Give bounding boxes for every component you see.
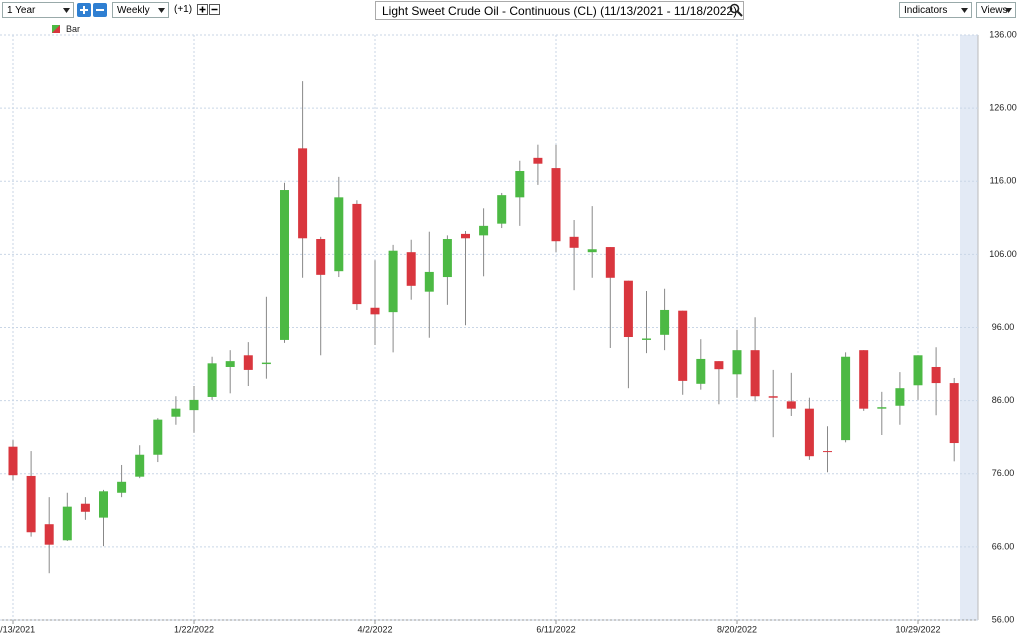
candle-body [877,407,887,409]
candle-body [316,239,326,275]
period: 1 Year [7,5,36,16]
candle-body [370,307,380,315]
x-tick-label: 11/13/2021 [0,624,35,634]
candle-body [80,503,90,512]
candle-body [714,361,724,370]
x-tick-label: 1/22/2022 [174,624,214,634]
candle-body [243,355,253,370]
y-tick-label: 86.00 [992,395,1015,405]
candle-body [569,236,579,248]
interval: Weekly [117,5,150,16]
candle-body [135,454,145,477]
indicators: Indicators [904,5,948,16]
candle-body [8,446,18,476]
candle-body [388,250,398,313]
candle-body [913,355,923,386]
candle-body [334,197,344,272]
candle-body [678,310,688,381]
candle-body [171,408,181,417]
legend-label: Bar [66,24,80,34]
candle-body [551,168,561,242]
search-icon[interactable] [729,3,743,19]
y-tick-label: 66.00 [992,541,1015,551]
offset: (+1) [174,4,193,15]
candle-body [44,524,54,545]
candle-body [261,362,271,365]
candle-body [117,481,127,493]
candle-body [696,358,706,384]
x-tick-label: 10/29/2022 [895,624,940,634]
candle-body [99,491,108,518]
zoom-in-button[interactable] [77,3,91,17]
candle-body [859,350,869,409]
candle-body [623,280,633,338]
x-tick-label: 6/11/2022 [536,624,575,634]
candle-body [26,475,36,533]
candle-body [750,350,760,397]
legend-icon [52,25,60,33]
candle-body [768,396,778,398]
y-tick-label: 136.00 [989,29,1017,39]
candle-body [189,399,199,411]
x-tick-label: 8/20/2022 [717,624,757,634]
candle-body [497,195,507,224]
x-tick-label: 4/2/2022 [357,624,392,634]
candle-body [280,190,289,340]
candle-body [461,233,470,239]
offset-minus-button[interactable] [209,4,220,15]
candle-body [406,252,416,286]
y-tick-label: 126.00 [989,103,1017,113]
candle-body [660,309,670,335]
candle-body [62,506,72,541]
candle-body [442,239,452,278]
candle-body [895,388,905,406]
candle-body [515,171,525,198]
candle-body [823,451,832,453]
offset-plus-button[interactable] [197,4,208,15]
candle-body [153,419,163,455]
candle-body [533,157,543,164]
candle-body [931,366,941,384]
candle-body [804,408,814,457]
candle-body [424,271,434,292]
candle-body [352,203,362,305]
candle-body [732,350,742,375]
y-tick-label: 96.00 [992,322,1015,332]
candle-body [225,361,235,367]
views-dropdown[interactable]: Views [976,2,1016,18]
candle-body [479,225,489,236]
interval-dropdown[interactable]: Weekly [112,2,169,18]
y-tick-label: 106.00 [989,249,1017,259]
candle-body [605,247,615,278]
candle-body [587,249,597,253]
candle-body [207,363,217,397]
candle-body [786,401,796,409]
y-tick-label: 116.00 [990,176,1017,186]
zoom-out-button[interactable] [93,3,107,17]
y-tick-label: 76.00 [992,468,1015,478]
candle-body [642,338,651,340]
views: Views [981,5,1008,16]
candle-body [841,356,851,441]
candle-body [298,148,308,239]
candle-body [949,383,959,444]
y-tick-label: 56.00 [992,614,1015,624]
period-dropdown[interactable]: 1 Year [2,2,74,18]
chart-title: Light Sweet Crude Oil - Continuous (CL) … [375,1,745,20]
plot-background [0,22,1024,640]
indicators-dropdown[interactable]: Indicators [899,2,972,18]
